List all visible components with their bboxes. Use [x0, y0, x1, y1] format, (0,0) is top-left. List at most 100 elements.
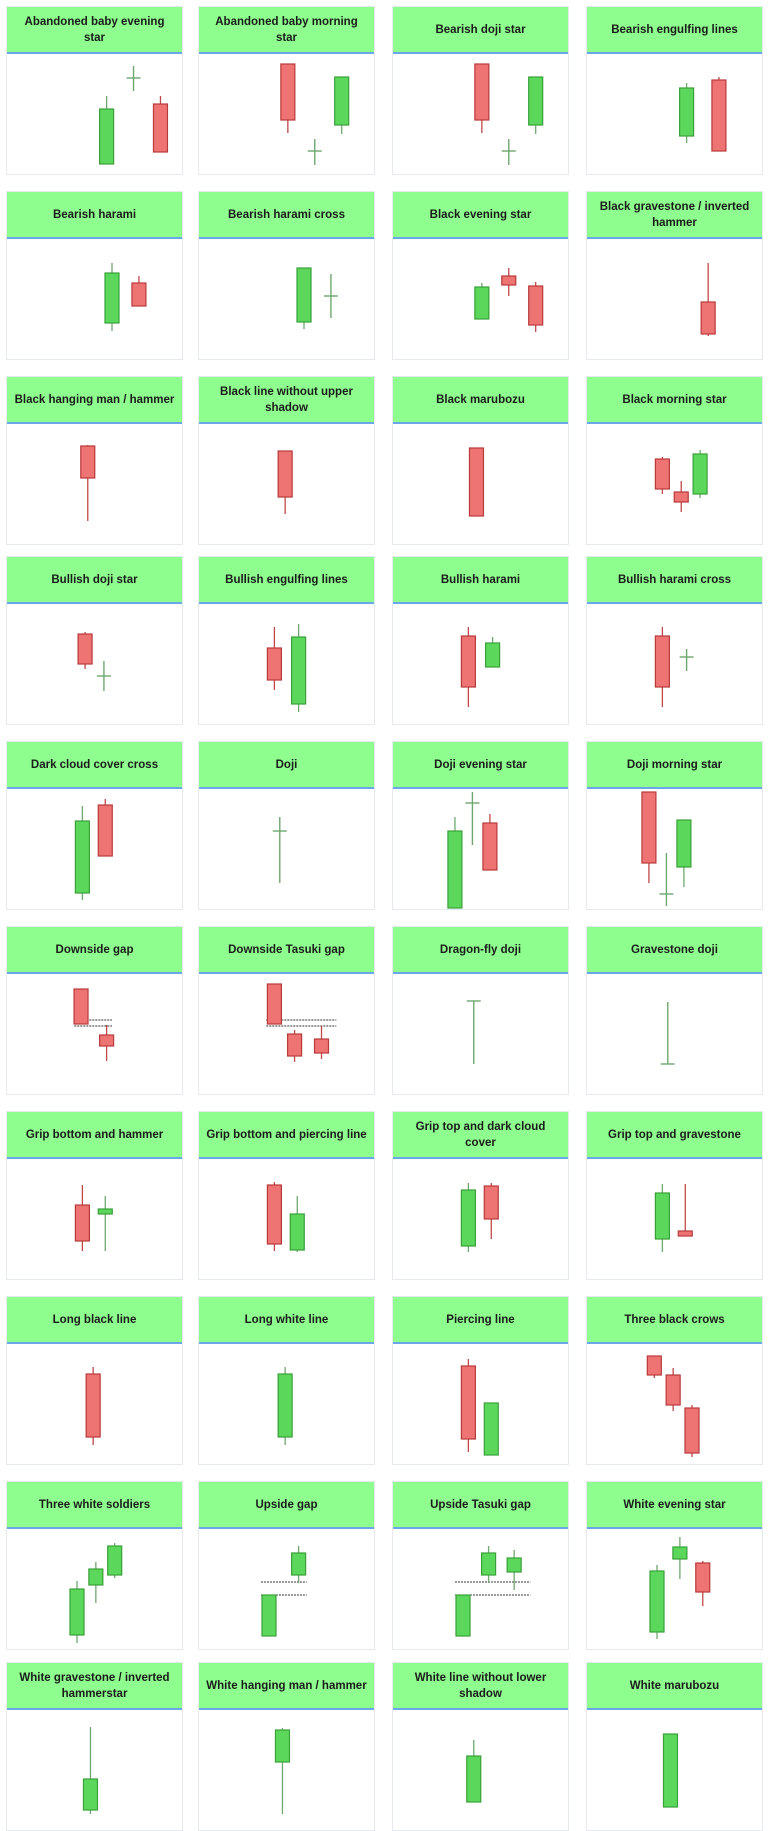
pattern-card: White hanging man / hammer	[198, 1662, 375, 1831]
candlestick-chart	[393, 1159, 568, 1279]
candlestick-chart	[393, 789, 568, 909]
candle-bear	[501, 268, 517, 296]
pattern-title: Piercing line	[446, 1313, 515, 1326]
pattern-card: Upside Tasuki gap	[392, 1481, 569, 1650]
candle-bull	[69, 1581, 85, 1643]
candle-bear	[654, 457, 670, 494]
pattern-title: Bearish harami cross	[228, 208, 345, 221]
candle-bull	[447, 817, 463, 909]
candlestick-chart	[587, 789, 762, 909]
pattern-card: White evening star	[586, 1481, 763, 1650]
pattern-title: Grip top and gravestone	[608, 1128, 741, 1141]
candlestick-chart	[587, 424, 762, 544]
card-header: Black evening star	[393, 192, 568, 239]
candle-bear	[99, 1025, 115, 1061]
candlestick-chart	[7, 789, 182, 909]
pattern-title: Bearish engulfing lines	[611, 23, 738, 36]
candlestick-chart	[199, 974, 374, 1094]
candle-bull	[261, 1594, 277, 1637]
card-header: Bullish engulfing lines	[199, 557, 374, 604]
pattern-title: Downside Tasuki gap	[228, 943, 345, 956]
candle-grave	[660, 1002, 675, 1065]
pattern-card: Long black line	[6, 1296, 183, 1465]
candle-bull	[289, 1196, 305, 1252]
candle-bear	[695, 1561, 711, 1606]
candle-bear	[280, 63, 296, 133]
candle-bull	[483, 1402, 499, 1456]
candle-bull	[676, 819, 692, 887]
pattern-card: Black morning star	[586, 376, 763, 545]
candlestick-chart	[199, 1529, 374, 1649]
card-header: Bearish doji star	[393, 7, 568, 54]
card-header: Gravestone doji	[587, 927, 762, 974]
pattern-card: Black gravestone / inverted hammer	[586, 191, 763, 360]
candle-bear	[665, 1368, 681, 1411]
pattern-card: Grip bottom and hammer	[6, 1111, 183, 1280]
card-header: Abandoned baby morning star	[199, 7, 374, 54]
candlestick-chart	[393, 604, 568, 724]
candlestick-chart	[393, 1529, 568, 1649]
candlestick-chart	[393, 974, 568, 1094]
card-header: Grip bottom and hammer	[7, 1112, 182, 1159]
pattern-card: White gravestone / inverted hammerstar	[6, 1662, 183, 1831]
pattern-card: Black line without upper shadow	[198, 376, 375, 545]
candle-bull	[291, 1546, 307, 1583]
card-header: Dark cloud cover cross	[7, 742, 182, 789]
candle-bull	[107, 1543, 123, 1578]
candle-doji	[96, 661, 111, 691]
candlestick-chart	[587, 1159, 762, 1279]
candle-bull	[679, 83, 695, 143]
candle-doji	[501, 139, 516, 165]
candlestick-chart	[393, 424, 568, 544]
pattern-title: Black line without upper shadow	[220, 385, 353, 414]
candlestick-chart	[587, 974, 762, 1094]
candlestick-chart	[587, 239, 762, 359]
candlestick-chart	[7, 239, 182, 359]
card-header: Grip bottom and piercing line	[199, 1112, 374, 1159]
candlestick-chart	[199, 54, 374, 174]
pattern-title: Long white line	[244, 1313, 329, 1326]
pattern-title: Black gravestone / inverted hammer	[599, 200, 750, 229]
candle-bull	[654, 1184, 670, 1252]
candle-bear	[266, 983, 282, 1025]
card-header: Black gravestone / inverted hammer	[587, 192, 762, 239]
candlestick-chart	[587, 1710, 762, 1830]
pattern-card: Grip top and gravestone	[586, 1111, 763, 1280]
pattern-card: Doji	[198, 741, 375, 910]
candle-bear	[711, 77, 727, 152]
candlestick-chart	[587, 1344, 762, 1464]
card-header: Dragon-fly doji	[393, 927, 568, 974]
pattern-card: Bearish doji star	[392, 6, 569, 175]
pattern-title: Doji evening star	[434, 758, 527, 771]
pattern-card: White marubozu	[586, 1662, 763, 1831]
pattern-card: Doji morning star	[586, 741, 763, 910]
candle-bear	[277, 450, 293, 514]
candle-doji	[272, 817, 287, 883]
candle-bull	[455, 1594, 471, 1637]
candle-bear	[482, 814, 498, 871]
pattern-card: Long white line	[198, 1296, 375, 1465]
pattern-card: White line without lower shadow	[392, 1662, 569, 1831]
candlestick-chart	[7, 604, 182, 724]
pattern-card: Three white soldiers	[6, 1481, 183, 1650]
candle-bull	[480, 1546, 497, 1583]
candle-dragon	[466, 1000, 481, 1064]
pattern-title: Grip bottom and piercing line	[206, 1128, 367, 1141]
pattern-card: Abandoned baby evening star	[6, 6, 183, 175]
card-header: Long white line	[199, 1297, 374, 1344]
candle-bear	[97, 799, 113, 857]
candlestick-chart	[393, 1710, 568, 1830]
pattern-title: Bearish harami	[52, 208, 137, 221]
candlestick-chart	[7, 1344, 182, 1464]
candle-bull	[649, 1565, 665, 1639]
card-header: Black morning star	[587, 377, 762, 424]
candle-bear	[460, 627, 476, 707]
pattern-title: Upside Tasuki gap	[430, 1498, 531, 1511]
candlestick-chart	[7, 974, 182, 1094]
candle-bear	[684, 1405, 700, 1457]
candle-bear	[152, 96, 169, 153]
pattern-title: Dark cloud cover cross	[30, 758, 159, 771]
candle-bear	[700, 263, 716, 336]
candle-bull	[104, 263, 120, 331]
pattern-card: Grip bottom and piercing line	[198, 1111, 375, 1280]
